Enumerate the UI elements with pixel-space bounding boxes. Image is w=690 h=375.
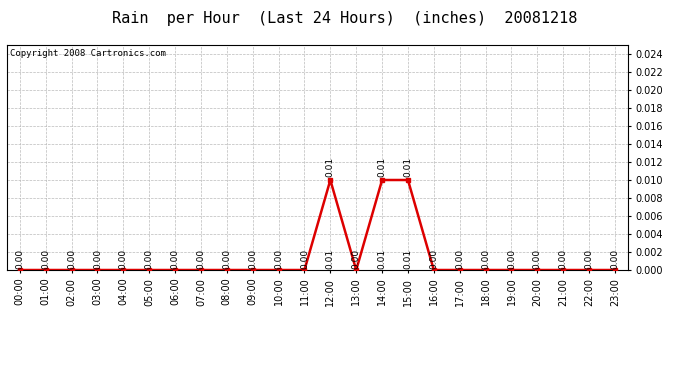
Text: 0.00: 0.00 bbox=[170, 249, 179, 269]
Text: 0.01: 0.01 bbox=[377, 157, 386, 177]
Text: 0.00: 0.00 bbox=[67, 249, 76, 269]
Text: 0.00: 0.00 bbox=[248, 249, 257, 269]
Text: 0.01: 0.01 bbox=[404, 249, 413, 269]
Text: 0.00: 0.00 bbox=[429, 249, 438, 269]
Text: 0.00: 0.00 bbox=[145, 249, 154, 269]
Text: 0.00: 0.00 bbox=[197, 249, 206, 269]
Text: 0.00: 0.00 bbox=[533, 249, 542, 269]
Text: 0.00: 0.00 bbox=[455, 249, 464, 269]
Text: 0.00: 0.00 bbox=[15, 249, 24, 269]
Text: 0.01: 0.01 bbox=[326, 157, 335, 177]
Text: 0.01: 0.01 bbox=[404, 157, 413, 177]
Text: 0.00: 0.00 bbox=[584, 249, 593, 269]
Text: 0.00: 0.00 bbox=[611, 249, 620, 269]
Text: 0.01: 0.01 bbox=[377, 249, 386, 269]
Text: 0.00: 0.00 bbox=[41, 249, 50, 269]
Text: 0.01: 0.01 bbox=[326, 249, 335, 269]
Text: 0.00: 0.00 bbox=[559, 249, 568, 269]
Text: 0.00: 0.00 bbox=[93, 249, 102, 269]
Text: 0.00: 0.00 bbox=[300, 249, 309, 269]
Text: Rain  per Hour  (Last 24 Hours)  (inches)  20081218: Rain per Hour (Last 24 Hours) (inches) 2… bbox=[112, 11, 578, 26]
Text: 0.00: 0.00 bbox=[352, 249, 361, 269]
Text: 0.00: 0.00 bbox=[274, 249, 283, 269]
Text: Copyright 2008 Cartronics.com: Copyright 2008 Cartronics.com bbox=[10, 50, 166, 58]
Text: 0.00: 0.00 bbox=[481, 249, 490, 269]
Text: 0.00: 0.00 bbox=[507, 249, 516, 269]
Text: 0.00: 0.00 bbox=[222, 249, 231, 269]
Text: 0.00: 0.00 bbox=[119, 249, 128, 269]
